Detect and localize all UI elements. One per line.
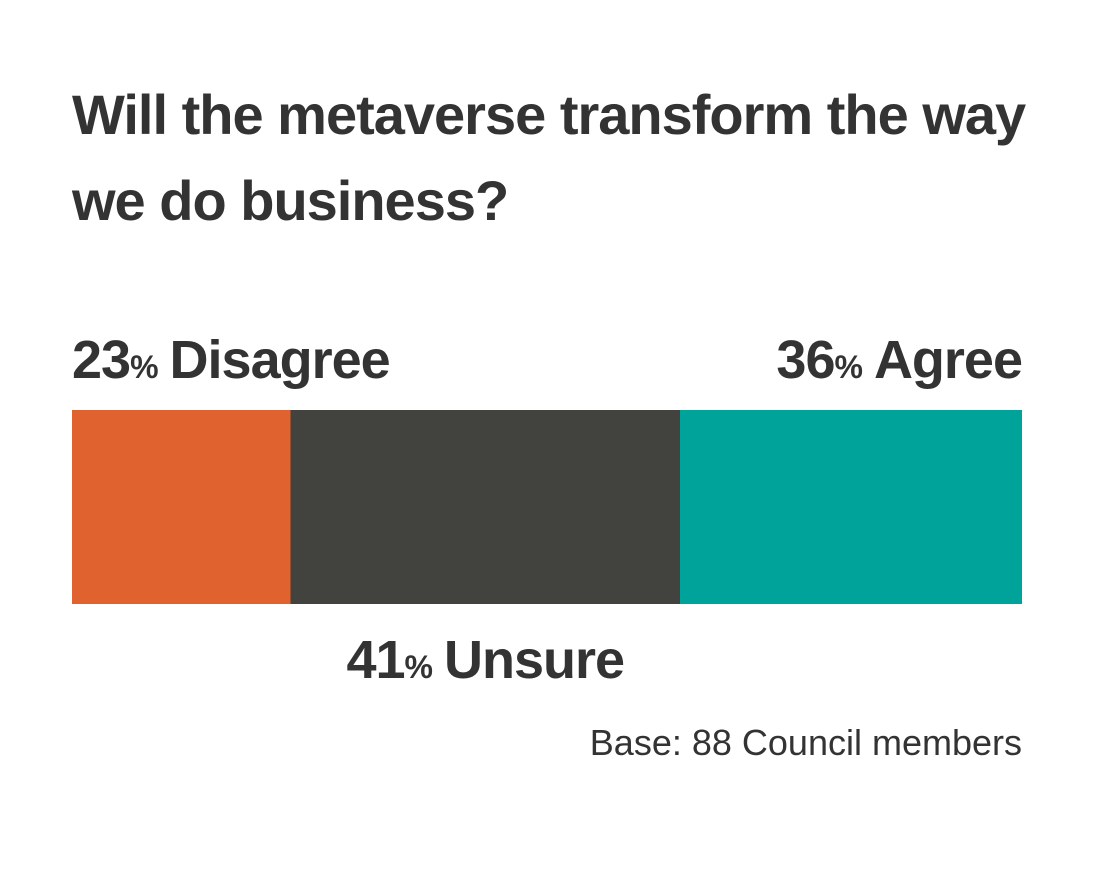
segment-label: 41% Unsure — [346, 630, 624, 690]
segment-label: 36% Agree — [776, 330, 1022, 390]
value-label: 36 — [776, 330, 834, 390]
unit-label: % — [130, 349, 158, 385]
chart-title: Will the metaverse transform the way we … — [72, 83, 1026, 232]
bar-segment — [680, 410, 1022, 604]
category-label: Agree — [874, 330, 1022, 390]
footnote: Base: 88 Council members — [590, 722, 1022, 763]
category-label: Disagree — [170, 330, 390, 390]
unit-label: % — [834, 349, 862, 385]
bar-segment — [72, 410, 291, 604]
value-label: 41 — [346, 630, 404, 690]
unit-label: % — [405, 649, 433, 685]
segment-label: 23% Disagree — [72, 330, 390, 390]
category-label: Unsure — [444, 630, 624, 690]
value-label: 23 — [72, 330, 130, 390]
bar-segment — [290, 410, 680, 604]
